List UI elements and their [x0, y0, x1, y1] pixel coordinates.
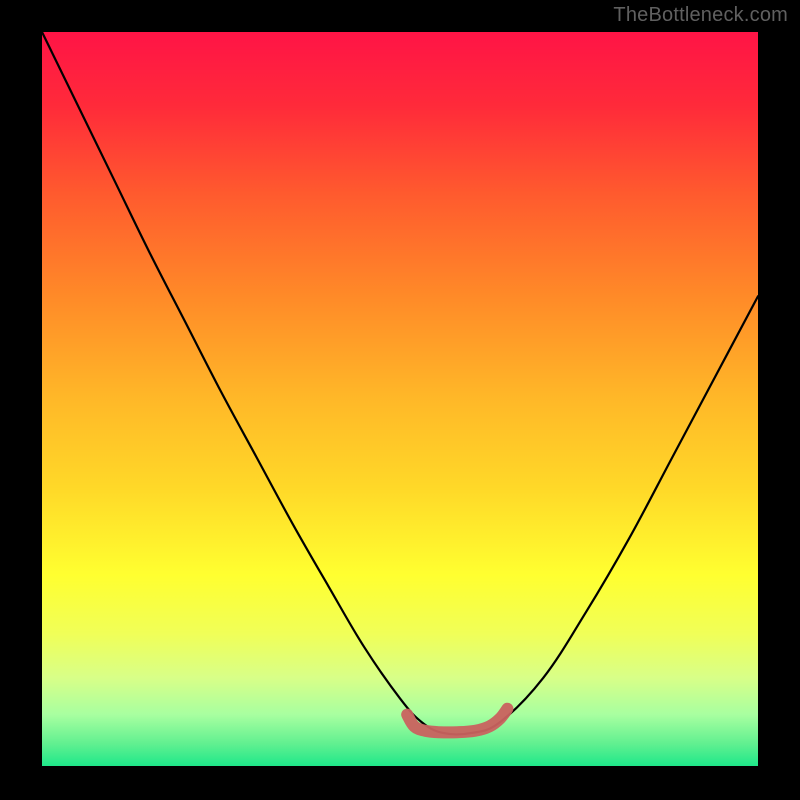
- chart-svg: [0, 0, 800, 800]
- chart-stage: TheBottleneck.com: [0, 0, 800, 800]
